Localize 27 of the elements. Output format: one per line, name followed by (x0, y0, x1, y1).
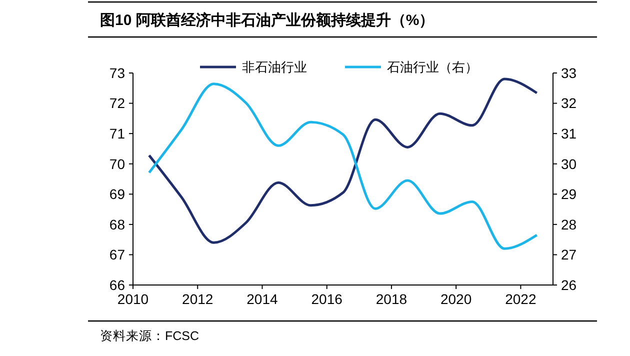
y2-tick-label: 28 (561, 216, 577, 232)
y2-tick-label: 32 (561, 95, 577, 112)
y2-tick-label: 33 (561, 64, 577, 81)
chart-title: 图10 阿联酋经济中非石油产业份额持续提升（%） (100, 11, 434, 29)
legend-label: 石油行业（右） (387, 60, 478, 75)
legend-label: 非石油行业 (242, 60, 307, 75)
text: 资料来源：FCSC (100, 329, 200, 343)
y-tick-label: 68 (109, 216, 126, 232)
y-tick-label: 66 (109, 276, 126, 293)
y2-tick-label: 26 (561, 276, 577, 293)
y-tick-label: 71 (109, 125, 126, 142)
x-tick-label: 2010 (117, 291, 149, 307)
y2-tick-label: 31 (561, 125, 577, 142)
x-tick-label: 2016 (311, 291, 343, 307)
y-tick-label: 67 (109, 246, 126, 263)
y-tick-label: 69 (109, 186, 126, 202)
x-tick-label: 2022 (505, 291, 536, 307)
x-tick-label: 2018 (376, 291, 408, 307)
y-tick-label: 73 (109, 64, 126, 81)
y-tick-label: 72 (109, 95, 126, 112)
x-tick-label: 2012 (182, 291, 214, 307)
x-tick-label: 2014 (246, 291, 278, 307)
y2-tick-label: 27 (561, 246, 577, 263)
y2-tick-label: 30 (561, 156, 577, 172)
y-tick-label: 70 (109, 156, 126, 172)
y2-tick-label: 29 (561, 186, 577, 202)
x-tick-label: 2020 (440, 291, 472, 307)
